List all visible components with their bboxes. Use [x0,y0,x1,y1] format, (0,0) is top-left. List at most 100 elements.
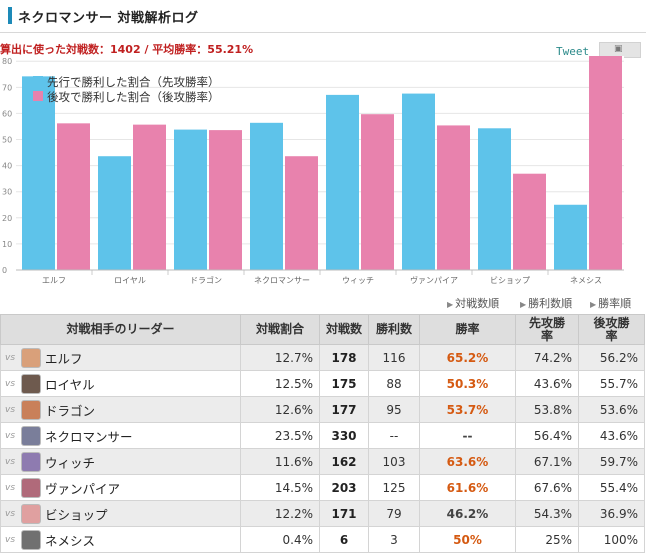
ratio-cell: 12.7% [240,344,320,371]
second-turn-bar [133,124,166,270]
leader-cell: vs ネメシス [0,526,241,553]
vs-label: vs [5,378,16,389]
second-rate-cell: 100% [578,526,645,553]
column-header-battles[interactable]: 対戦数 [319,314,369,345]
second-rate-cell: 53.6% [578,396,645,423]
wins-cell: 95 [368,396,420,423]
first-rate-cell: 54.3% [515,500,579,527]
win-rate-chart: 0 10 20 30 40 50 60 70 80 エルフ ロイヤル ドラゴン ネクロマンサー ウィッチ ヴ… [2,56,624,285]
first-rate-cell: 25% [515,526,579,553]
first-rate-cell: 74.2% [515,344,579,371]
necromancer-avatar-icon [21,425,41,446]
second-turn-bar [513,173,546,270]
column-header-rate[interactable]: 勝率 [419,314,516,345]
rate-cell: 61.6% [419,474,516,501]
column-header-first-rate[interactable]: 先攻勝率 [515,314,579,345]
leader-cell: vs ネクロマンサー [0,422,241,449]
first-turn-bar [402,93,435,270]
sort-by-wins-link[interactable]: ▶ 勝利数順 [520,295,572,311]
second-rate-cell: 55.4% [578,474,645,501]
vs-label: vs [5,456,16,467]
y-tick-label: 80 [2,57,12,66]
battles-cell: 178 [319,344,369,371]
vs-label: vs [5,404,16,415]
column-header-second-rate[interactable]: 後攻勝率 [578,314,645,345]
column-header-first-rate-label: 先攻勝率 [528,315,565,343]
rate-cell: 50.3% [419,370,516,397]
sort-by-battles-label: 対戦数順 [455,297,500,310]
wins-cell: -- [368,422,420,449]
legend-label-first: 先行で勝利した割合（先攻勝率） [47,75,220,89]
column-header-ratio[interactable]: 対戦割合 [240,314,320,345]
vs-label: vs [5,482,16,493]
y-tick-label: 60 [2,109,12,118]
battles-cell: 171 [319,500,369,527]
table-row: vs ヴァンパイア 14.5% 203 125 61.6% 67.6% 55.4% [0,474,645,501]
battles-cell: 177 [319,396,369,423]
first-turn-bar [174,129,207,270]
leader-name: ウィッチ [45,455,96,470]
leader-name: ネメシス [45,533,96,548]
first-rate-cell: 43.6% [515,370,579,397]
header-accent-bar [8,7,12,24]
leader-cell: vs ドラゴン [0,396,241,423]
y-tick-label: 20 [2,214,12,223]
ratio-cell: 12.5% [240,370,320,397]
sort-by-rate-link[interactable]: ▶ 勝率順 [590,295,631,311]
first-rate-cell: 53.8% [515,396,579,423]
leader-name: エルフ [45,351,83,366]
leader-cell: vs ウィッチ [0,448,241,475]
second-turn-bar [57,123,90,270]
x-tick-label: ネメシス [570,276,602,285]
ratio-cell: 12.6% [240,396,320,423]
vs-label: vs [5,430,16,441]
rate-cell: 50% [419,526,516,553]
vs-label: vs [5,352,16,363]
wins-cell: 103 [368,448,420,475]
second-turn-bar [589,56,622,271]
x-tick-label: ヴァンパイア [410,275,458,285]
table-row: vs ネクロマンサー 23.5% 330 -- -- 56.4% 43.6% [0,422,645,449]
ratio-cell: 0.4% [240,526,320,553]
first-turn-bar [554,204,587,270]
table-row: vs ロイヤル 12.5% 175 88 50.3% 43.6% 55.7% [0,370,645,397]
y-tick-label: 10 [2,240,12,249]
second-turn-bar [361,114,394,270]
sort-by-rate-label: 勝率順 [598,297,632,310]
second-rate-cell: 43.6% [578,422,645,449]
rate-cell: 53.7% [419,396,516,423]
x-tick-label: ウィッチ [342,276,374,285]
x-tick-label: ドラゴン [190,275,222,285]
column-header-leader[interactable]: 対戦相手のリーダー [0,314,241,345]
first-rate-cell: 67.1% [515,448,579,475]
battles-cell: 330 [319,422,369,449]
ratio-cell: 12.2% [240,500,320,527]
column-header-wins[interactable]: 勝利数 [368,314,420,345]
wins-cell: 88 [368,370,420,397]
table-row: vs ウィッチ 11.6% 162 103 63.6% 67.1% 59.7% [0,448,645,475]
ratio-cell: 11.6% [240,448,320,475]
x-tick-label: ロイヤル [114,276,146,285]
rate-cell: -- [419,422,516,449]
nemesis-avatar-icon [21,529,41,550]
dragon-avatar-icon [21,399,41,420]
tweet-link[interactable]: Tweet [556,45,590,58]
first-turn-bar [478,128,511,270]
legend-label-second: 後攻で勝利した割合（後攻勝率） [47,90,220,104]
sort-by-battles-link[interactable]: ▶ 対戦数順 [447,295,499,311]
second-rate-cell: 59.7% [578,448,645,475]
rate-cell: 63.6% [419,448,516,475]
y-tick-label: 30 [2,188,12,197]
second-rate-cell: 36.9% [578,500,645,527]
x-tick-label: ビショップ [490,276,530,285]
first-turn-bar [22,76,55,270]
ratio-cell: 14.5% [240,474,320,501]
witch-avatar-icon [21,451,41,472]
second-turn-bar [209,130,242,270]
column-header-second-rate-label: 後攻勝率 [593,315,630,343]
legend-swatch-first [33,76,43,86]
y-tick-label: 0 [2,266,7,275]
vampire-avatar-icon [21,477,41,498]
leader-name: ヴァンパイア [45,481,121,496]
leader-cell: vs ヴァンパイア [0,474,241,501]
